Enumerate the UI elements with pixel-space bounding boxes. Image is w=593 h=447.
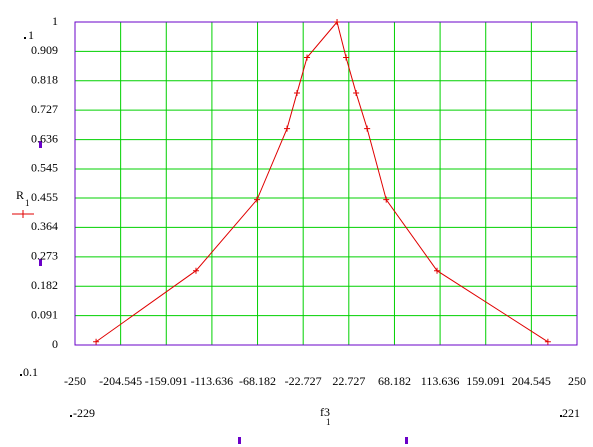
point-marker (544, 338, 551, 345)
y-tick-label: 0.727 (31, 102, 58, 116)
cursor-mark (39, 259, 42, 266)
x-axis-title: f3 (320, 405, 330, 419)
y-tick-label: 0.818 (31, 73, 58, 87)
x-tick-label: -113.636 (191, 374, 234, 388)
x-tick-label: -68.182 (239, 374, 276, 388)
cursor-mark (39, 141, 42, 148)
x-right-label: 221 (562, 406, 580, 420)
point-marker (353, 90, 360, 97)
point-marker (343, 54, 350, 61)
x-axis-title-sub: 1 (326, 417, 331, 427)
point-marker (192, 267, 199, 274)
point-marker (304, 54, 311, 61)
point-marker (254, 196, 261, 203)
y-tick-label: 0.364 (31, 219, 58, 233)
dot (24, 37, 26, 39)
x-tick-label: 159.091 (466, 374, 505, 388)
y-tick-label: 0.182 (31, 278, 58, 292)
legend-symbol (12, 210, 34, 218)
y-tick-label: 0.455 (31, 190, 58, 204)
dot (20, 374, 22, 376)
point-marker (293, 90, 300, 97)
y-tick-label: 0.273 (31, 249, 58, 263)
point-marker (284, 125, 291, 132)
y-axis-title-sub: 1 (25, 198, 30, 208)
dot (560, 415, 562, 417)
cursor-mark (405, 437, 408, 444)
plot-frame (74, 21, 578, 346)
x-tick-label: 22.727 (332, 374, 365, 388)
y-tick-label: 0.091 (31, 307, 58, 321)
point-marker (364, 125, 371, 132)
x-tick-label: -204.545 (99, 374, 142, 388)
x-tick-label: 250 (568, 374, 586, 388)
x-tick-label: -22.727 (285, 374, 322, 388)
y-tick-label: 0.636 (31, 131, 58, 145)
dot (70, 415, 72, 417)
point-marker (93, 338, 100, 345)
x-tick-label: 113.636 (421, 374, 460, 388)
y-tick-label: 0.909 (31, 43, 58, 57)
x-left-label: -229 (73, 406, 95, 420)
x-tick-label: -250 (64, 374, 86, 388)
point-marker (383, 196, 390, 203)
point-marker (334, 19, 341, 25)
y-tick-label: 0.545 (31, 161, 58, 175)
y-top-label: 1 (28, 28, 34, 42)
x-tick-label: 68.182 (378, 374, 411, 388)
x-tick-label: -159.091 (145, 374, 188, 388)
y-tick-label: 0 (52, 337, 58, 351)
x-tick-label: 204.545 (512, 374, 551, 388)
y-bottom-label: 0.1 (23, 365, 38, 379)
point-marker (434, 267, 441, 274)
y-tick-label: 1 (52, 14, 58, 28)
cursor-mark (238, 437, 241, 444)
y-axis-title: R (16, 188, 24, 202)
